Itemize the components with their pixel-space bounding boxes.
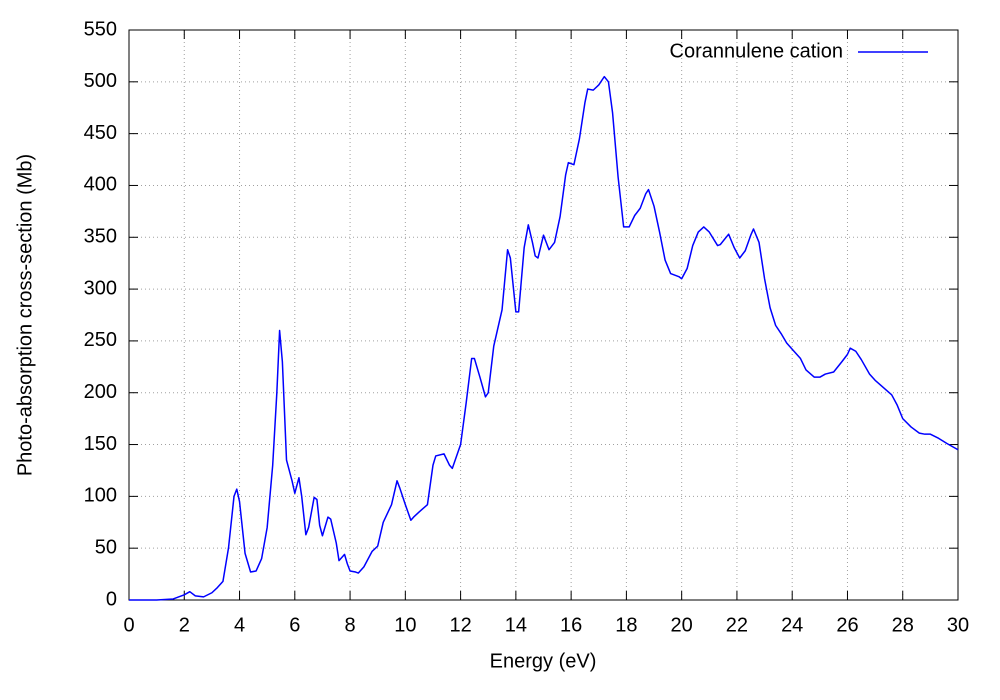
x-tick-label: 22 <box>726 614 748 636</box>
y-tick-label: 150 <box>84 433 117 455</box>
y-axis-label: Photo-absorption cross-section (Mb) <box>14 154 36 476</box>
x-tick-label: 2 <box>179 614 190 636</box>
y-tick-label: 100 <box>84 485 117 507</box>
x-tick-label: 14 <box>505 614 527 636</box>
legend-label: Corannulene cation <box>670 40 843 62</box>
x-tick-label: 30 <box>947 614 969 636</box>
y-tick-label: 0 <box>106 588 117 610</box>
x-tick-label: 12 <box>449 614 471 636</box>
y-tick-label: 200 <box>84 381 117 403</box>
x-tick-label: 26 <box>836 614 858 636</box>
y-tick-label: 550 <box>84 18 117 40</box>
x-tick-label: 24 <box>781 614 803 636</box>
x-tick-label: 8 <box>345 614 356 636</box>
y-tick-label: 250 <box>84 329 117 351</box>
y-tick-label: 350 <box>84 226 117 248</box>
y-tick-label: 300 <box>84 277 117 299</box>
y-tick-label: 400 <box>84 174 117 196</box>
x-tick-label: 4 <box>234 614 245 636</box>
x-tick-label: 28 <box>892 614 914 636</box>
y-tick-label: 500 <box>84 70 117 92</box>
x-tick-label: 0 <box>123 614 134 636</box>
x-tick-label: 20 <box>671 614 693 636</box>
plot-frame <box>128 29 959 601</box>
x-tick-label: 6 <box>289 614 300 636</box>
y-tick-label: 450 <box>84 122 117 144</box>
data-line <box>129 75 959 601</box>
x-tick-label: 10 <box>394 614 416 636</box>
x-axis-label: Energy (eV) <box>490 650 597 672</box>
x-tick-label: 18 <box>615 614 637 636</box>
y-tick-label: 50 <box>95 536 117 558</box>
x-tick-label: 16 <box>560 614 582 636</box>
